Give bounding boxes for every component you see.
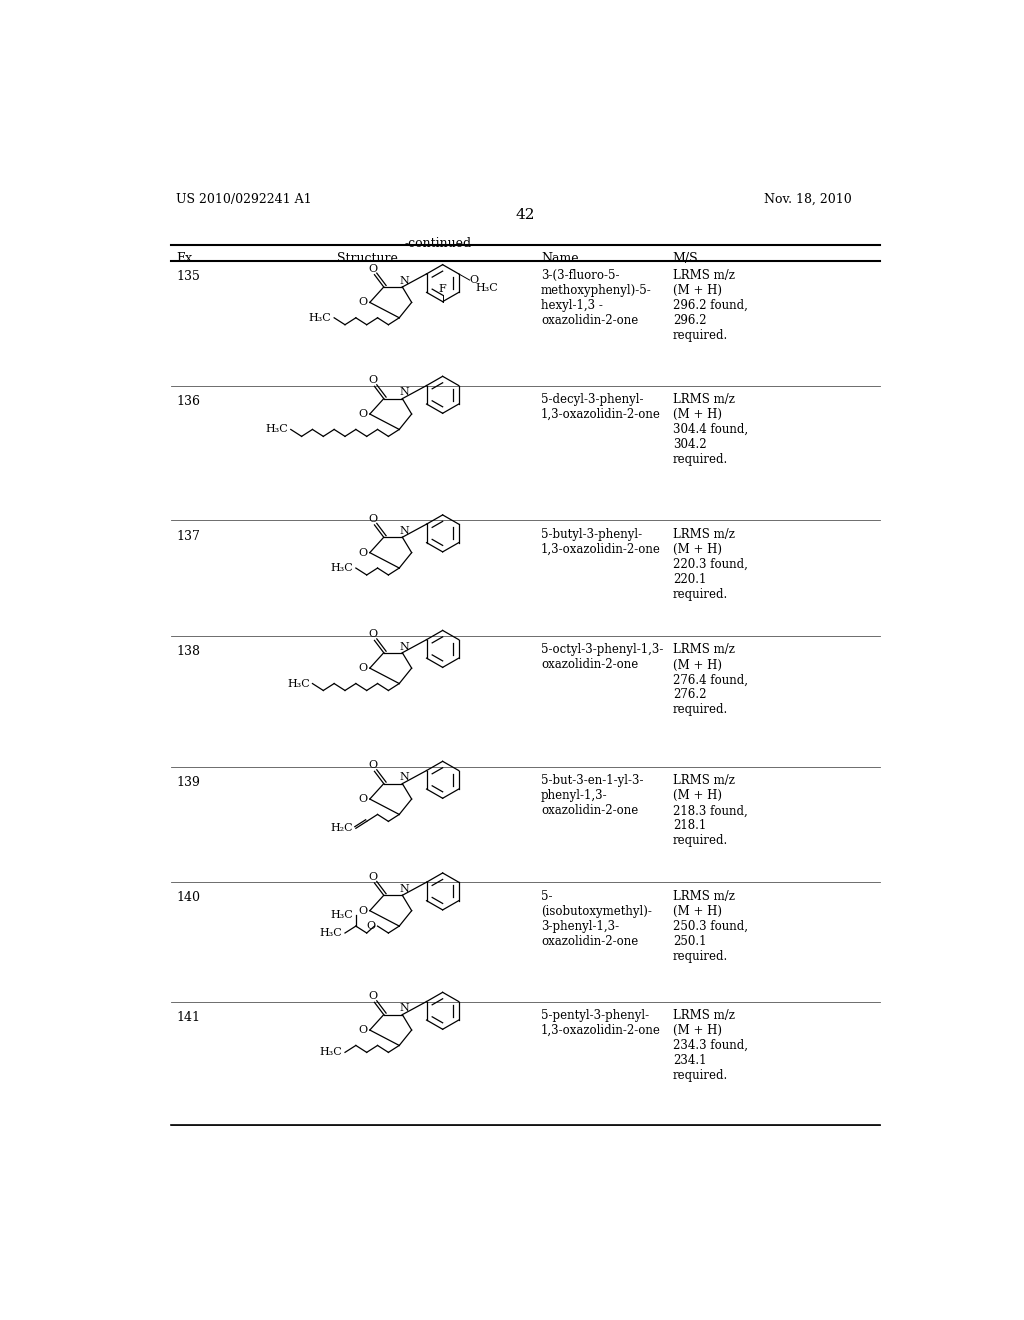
Text: H₃C: H₃C bbox=[331, 911, 353, 920]
Text: H₂C: H₂C bbox=[331, 824, 353, 833]
Text: -continued: -continued bbox=[404, 238, 472, 249]
Text: O: O bbox=[369, 991, 378, 1001]
Text: H₃C: H₃C bbox=[475, 282, 498, 293]
Text: LRMS m/z
(M + H)
250.3 found,
250.1
required.: LRMS m/z (M + H) 250.3 found, 250.1 requ… bbox=[673, 890, 748, 962]
Text: O: O bbox=[358, 1026, 368, 1035]
Text: 5-butyl-3-phenyl-
1,3-oxazolidin-2-one: 5-butyl-3-phenyl- 1,3-oxazolidin-2-one bbox=[541, 528, 660, 556]
Text: Name: Name bbox=[541, 252, 579, 265]
Text: 3-(3-fluoro-5-
methoxyphenyl)-5-
hexyl-1,3 -
oxazolidin-2-one: 3-(3-fluoro-5- methoxyphenyl)-5- hexyl-1… bbox=[541, 268, 652, 326]
Text: H₃C: H₃C bbox=[319, 1047, 342, 1057]
Text: O: O bbox=[369, 871, 378, 882]
Text: N: N bbox=[399, 1003, 409, 1014]
Text: H₃C: H₃C bbox=[319, 928, 342, 939]
Text: F: F bbox=[438, 284, 446, 294]
Text: N: N bbox=[399, 884, 409, 894]
Text: 136: 136 bbox=[176, 395, 200, 408]
Text: LRMS m/z
(M + H)
218.3 found,
218.1
required.: LRMS m/z (M + H) 218.3 found, 218.1 requ… bbox=[673, 775, 748, 847]
Text: O: O bbox=[358, 906, 368, 916]
Text: Ex.: Ex. bbox=[176, 252, 196, 265]
Text: O: O bbox=[358, 409, 368, 418]
Text: 5-decyl-3-phenyl-
1,3-oxazolidin-2-one: 5-decyl-3-phenyl- 1,3-oxazolidin-2-one bbox=[541, 393, 660, 421]
Text: O: O bbox=[369, 760, 378, 770]
Text: 138: 138 bbox=[176, 645, 200, 659]
Text: LRMS m/z
(M + H)
234.3 found,
234.1
required.: LRMS m/z (M + H) 234.3 found, 234.1 requ… bbox=[673, 1010, 748, 1082]
Text: H₃C: H₃C bbox=[331, 564, 353, 573]
Text: 135: 135 bbox=[176, 271, 200, 282]
Text: H₃C: H₃C bbox=[265, 425, 288, 434]
Text: H₃C: H₃C bbox=[309, 313, 332, 323]
Text: 139: 139 bbox=[176, 776, 200, 789]
Text: O: O bbox=[369, 375, 378, 385]
Text: 5-but-3-en-1-yl-3-
phenyl-1,3-
oxazolidin-2-one: 5-but-3-en-1-yl-3- phenyl-1,3- oxazolidi… bbox=[541, 775, 643, 817]
Text: LRMS m/z
(M + H)
276.4 found,
276.2
required.: LRMS m/z (M + H) 276.4 found, 276.2 requ… bbox=[673, 644, 748, 717]
Text: N: N bbox=[399, 388, 409, 397]
Text: 5-pentyl-3-phenyl-
1,3-oxazolidin-2-one: 5-pentyl-3-phenyl- 1,3-oxazolidin-2-one bbox=[541, 1010, 660, 1038]
Text: O: O bbox=[358, 548, 368, 557]
Text: O: O bbox=[358, 297, 368, 308]
Text: N: N bbox=[399, 276, 409, 286]
Text: N: N bbox=[399, 642, 409, 652]
Text: 5-octyl-3-phenyl-1,3-
oxazolidin-2-one: 5-octyl-3-phenyl-1,3- oxazolidin-2-one bbox=[541, 644, 664, 672]
Text: 42: 42 bbox=[515, 209, 535, 223]
Text: O: O bbox=[369, 264, 378, 273]
Text: LRMS m/z
(M + H)
220.3 found,
220.1
required.: LRMS m/z (M + H) 220.3 found, 220.1 requ… bbox=[673, 528, 748, 601]
Text: N: N bbox=[399, 772, 409, 783]
Text: O: O bbox=[369, 630, 378, 639]
Text: O: O bbox=[367, 921, 376, 931]
Text: 137: 137 bbox=[176, 529, 200, 543]
Text: Nov. 18, 2010: Nov. 18, 2010 bbox=[764, 193, 851, 206]
Text: N: N bbox=[399, 527, 409, 536]
Text: O: O bbox=[469, 275, 478, 285]
Text: 141: 141 bbox=[176, 1011, 200, 1024]
Text: Structure: Structure bbox=[337, 252, 398, 265]
Text: LRMS m/z
(M + H)
296.2 found,
296.2
required.: LRMS m/z (M + H) 296.2 found, 296.2 requ… bbox=[673, 268, 748, 342]
Text: LRMS m/z
(M + H)
304.4 found,
304.2
required.: LRMS m/z (M + H) 304.4 found, 304.2 requ… bbox=[673, 393, 748, 466]
Text: M/S: M/S bbox=[673, 252, 698, 265]
Text: 140: 140 bbox=[176, 891, 200, 904]
Text: O: O bbox=[369, 513, 378, 524]
Text: 5-
(isobutoxymethyl)-
3-phenyl-1,3-
oxazolidin-2-one: 5- (isobutoxymethyl)- 3-phenyl-1,3- oxaz… bbox=[541, 890, 652, 948]
Text: O: O bbox=[358, 663, 368, 673]
Text: US 2010/0292241 A1: US 2010/0292241 A1 bbox=[176, 193, 311, 206]
Text: H₃C: H₃C bbox=[287, 678, 310, 689]
Text: O: O bbox=[358, 795, 368, 804]
